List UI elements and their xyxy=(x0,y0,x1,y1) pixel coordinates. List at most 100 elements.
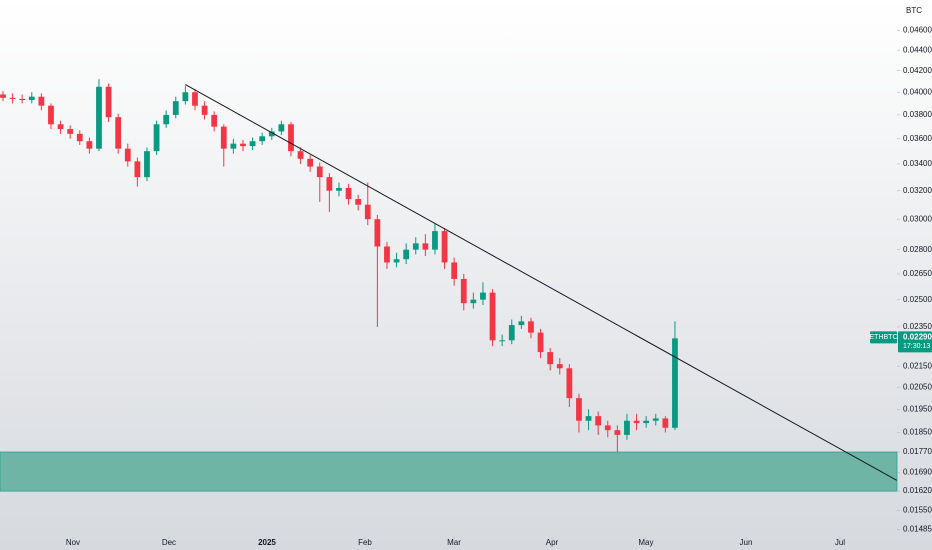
candle-body xyxy=(643,420,650,424)
candle-body xyxy=(316,166,323,178)
candle-body xyxy=(297,151,304,159)
x-tick-label: Mar xyxy=(447,538,461,547)
x-tick-label: May xyxy=(638,538,653,547)
candle-body xyxy=(393,259,400,263)
candle-body xyxy=(556,364,563,369)
y-tick-label: 0.03600 xyxy=(903,134,932,143)
x-tick-label: 2025 xyxy=(258,538,276,547)
y-tick-label: 0.03200 xyxy=(903,186,932,195)
y-tick-label: 0.01620 xyxy=(903,486,932,495)
candle-body xyxy=(105,86,112,118)
candle-body xyxy=(144,151,150,178)
trendline xyxy=(185,84,897,481)
y-tick-label: 0.01950 xyxy=(903,404,932,413)
y-tick-label: 0.01690 xyxy=(903,468,932,477)
candle-body xyxy=(432,231,438,250)
candle-body xyxy=(249,141,256,147)
last-price-label: 0.02290 xyxy=(903,332,932,341)
candle-body xyxy=(240,143,246,147)
candle-body xyxy=(585,416,592,421)
candle-body xyxy=(19,98,26,101)
y-tick-label: 0.02650 xyxy=(903,269,932,278)
candle-body xyxy=(518,321,525,326)
candle-body xyxy=(422,243,429,250)
candle-body xyxy=(230,143,237,149)
candle-body xyxy=(614,430,621,435)
candle-body xyxy=(172,101,179,115)
support-zone xyxy=(0,451,898,492)
candle-body xyxy=(508,325,515,341)
plot-area xyxy=(0,79,898,492)
x-tick-label: Jun xyxy=(740,538,753,547)
x-tick-label: Nov xyxy=(66,538,80,547)
candle-body xyxy=(220,126,227,149)
y-tick-label: 0.03000 xyxy=(903,214,932,223)
candle-body xyxy=(153,124,160,152)
candle-body xyxy=(441,231,448,263)
x-tick-label: Apr xyxy=(546,538,559,547)
candle-body xyxy=(624,420,630,435)
symbol-tag xyxy=(870,331,897,344)
candle-body xyxy=(403,249,410,260)
candle-body xyxy=(326,177,333,191)
candle-body xyxy=(576,398,582,421)
candle-body xyxy=(499,340,506,342)
candle-body xyxy=(182,92,189,102)
x-tick-label: Dec xyxy=(162,538,176,547)
candle-body xyxy=(528,321,534,333)
price-tag xyxy=(898,331,932,353)
countdown-label: 17:30:13 xyxy=(903,343,930,350)
candle-body xyxy=(451,262,458,279)
y-tick-label: 0.01850 xyxy=(903,428,932,437)
y-tick-label: 0.02050 xyxy=(903,382,932,391)
x-tick-label: Feb xyxy=(358,538,372,547)
y-tick-label: 0.04200 xyxy=(903,66,932,75)
candle-body xyxy=(412,243,419,250)
candle-body xyxy=(201,105,208,115)
candle-body xyxy=(115,117,122,149)
candle-body xyxy=(537,332,544,353)
candle-body xyxy=(662,418,669,428)
y-tick-label: 0.02500 xyxy=(903,295,932,304)
candle-body xyxy=(57,124,64,130)
candle-body xyxy=(278,124,285,132)
y-tick-label: 0.04600 xyxy=(903,26,932,35)
y-tick-label: 0.01485 xyxy=(903,525,932,534)
candle-body xyxy=(652,418,659,421)
candle-body xyxy=(124,148,131,162)
candle-body xyxy=(595,416,602,426)
candle-body xyxy=(86,141,93,149)
candle-body xyxy=(259,136,266,142)
candle-body xyxy=(470,299,477,304)
candle-body xyxy=(76,133,83,142)
candle-body xyxy=(566,368,573,399)
candle-body xyxy=(211,114,218,127)
y-tick-label: 0.03800 xyxy=(903,110,932,119)
candle-body xyxy=(604,425,611,431)
candle-body xyxy=(28,96,35,101)
candle-body xyxy=(355,199,362,205)
candle-body xyxy=(307,158,314,167)
y-tick-label: 0.02150 xyxy=(903,361,932,370)
candle-body xyxy=(192,92,198,106)
symbol-label: ETHBTC xyxy=(870,334,898,341)
candle-body xyxy=(288,124,294,152)
candle-body xyxy=(672,338,678,428)
y-tick-label: 0.03400 xyxy=(903,159,932,168)
y-tick-label: 0.02800 xyxy=(903,245,932,254)
candle-body xyxy=(0,94,6,98)
candle-body xyxy=(134,161,141,178)
candle-body xyxy=(336,187,342,191)
candle-body xyxy=(480,292,486,300)
candle-body xyxy=(547,352,554,365)
y-tick-label: 0.04000 xyxy=(903,87,932,96)
y-tick-label: 0.01770 xyxy=(903,447,932,456)
candle-body xyxy=(67,129,74,134)
y-tick-label: 0.01550 xyxy=(903,506,932,515)
candle-body xyxy=(163,114,170,125)
y-tick-label: 0.02350 xyxy=(903,322,932,331)
candle-body xyxy=(374,219,381,247)
candle-body xyxy=(384,246,390,263)
